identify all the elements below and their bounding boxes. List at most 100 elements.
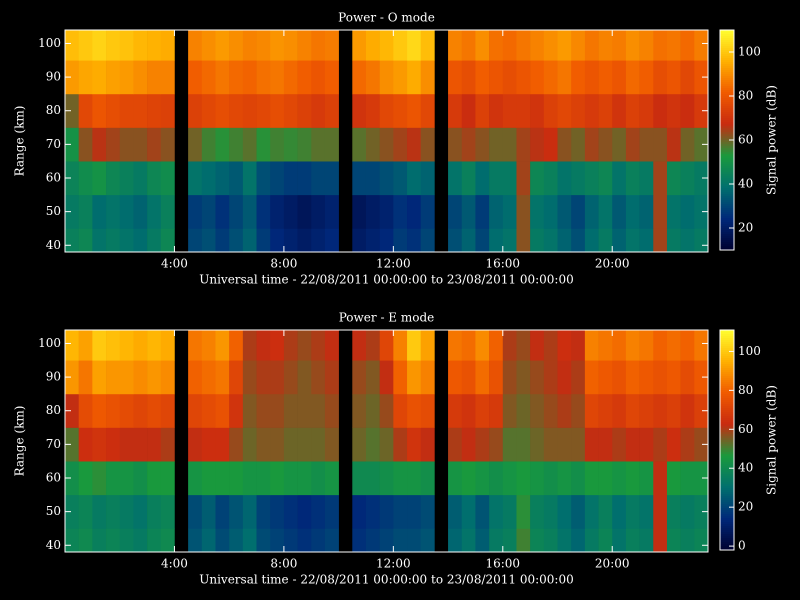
heat-cell: [106, 228, 121, 253]
heat-cell: [543, 93, 558, 128]
heat-cell: [147, 60, 162, 95]
heat-cell: [420, 393, 435, 428]
heat-cell: [311, 494, 326, 529]
heat-cell: [297, 528, 312, 553]
heat-cell: [393, 330, 408, 361]
heat-cell: [92, 427, 107, 462]
heat-cell: [201, 427, 216, 462]
heat-cell: [324, 30, 339, 61]
heat-cell: [680, 127, 695, 162]
heat-cell: [420, 427, 435, 462]
colorbar-tick-label: 100: [738, 344, 761, 358]
heat-cell: [639, 330, 654, 361]
heat-cell: [584, 494, 599, 529]
colorbar-swatch: [720, 372, 734, 375]
heat-cell: [283, 194, 298, 229]
heat-cell: [407, 330, 422, 361]
heat-cell: [229, 360, 244, 395]
colorbar-swatch: [720, 478, 734, 481]
heat-cell: [530, 528, 545, 553]
x-tick-label: 4:00: [161, 557, 188, 571]
heat-cell: [215, 461, 230, 496]
plot-frame: [64, 329, 709, 553]
heat-cell: [557, 194, 572, 229]
colorbar-swatch: [720, 168, 734, 171]
colorbar-swatch: [720, 358, 734, 361]
heat-cell: [420, 60, 435, 95]
heat-cell: [407, 30, 422, 61]
colorbar-swatch: [720, 546, 734, 549]
colorbar-tick-label: 100: [738, 45, 761, 59]
heat-cell: [324, 60, 339, 95]
colorbar-swatch: [720, 396, 734, 399]
colorbar-swatch: [720, 232, 734, 235]
heat-cell: [584, 161, 599, 196]
heat-cell: [694, 228, 709, 253]
heat-cell: [448, 93, 463, 128]
heat-cell: [352, 528, 367, 553]
heat-cell: [680, 60, 695, 95]
heat-cell: [420, 461, 435, 496]
heat-cell: [242, 494, 257, 529]
colorbar-swatch: [720, 108, 734, 111]
heat-cell: [666, 494, 681, 529]
heat-cell: [352, 228, 367, 253]
colorbar-swatch: [720, 180, 734, 183]
heat-cell: [78, 194, 93, 229]
heat-cell: [365, 494, 380, 529]
heat-cell: [571, 393, 586, 428]
heat-cell: [666, 60, 681, 95]
heat-cell: [242, 30, 257, 61]
heat-cell: [407, 427, 422, 462]
heat-cell: [502, 127, 517, 162]
heat-cell: [242, 461, 257, 496]
heat-cell: [461, 60, 476, 95]
heat-cell: [229, 161, 244, 196]
heat-cell: [393, 161, 408, 196]
heat-cell: [584, 330, 599, 361]
heat-cell: [119, 461, 134, 496]
heat-cell: [311, 360, 326, 395]
colorbar-swatch: [720, 410, 734, 413]
heat-cell: [393, 393, 408, 428]
heat-cell: [612, 427, 627, 462]
heat-cell: [256, 330, 271, 361]
colorbar-swatch: [720, 436, 734, 439]
colorbar-swatch: [720, 480, 734, 483]
heat-cell: [201, 494, 216, 529]
heat-cell: [448, 330, 463, 361]
colorbar-swatch: [720, 486, 734, 489]
y-tick-label: 90: [46, 370, 61, 384]
heat-cell: [639, 393, 654, 428]
heat-cell: [612, 127, 627, 162]
colorbar-swatch: [720, 430, 734, 433]
heat-cell: [571, 360, 586, 395]
heat-cell: [106, 360, 121, 395]
colorbar-swatch: [720, 332, 734, 335]
heat-cell: [530, 161, 545, 196]
colorbar-swatch: [720, 334, 734, 337]
colorbar-swatch: [720, 74, 734, 77]
heat-cell: [680, 427, 695, 462]
y-tick-label: 50: [46, 204, 61, 218]
heat-cell: [188, 228, 203, 253]
colorbar-swatch: [720, 196, 734, 199]
heat-cell: [407, 228, 422, 253]
heat-cell: [270, 330, 285, 361]
heat-cell: [461, 360, 476, 395]
heat-cell: [256, 528, 271, 553]
colorbar-swatch: [720, 60, 734, 63]
heat-cell: [475, 494, 490, 529]
heat-cell: [65, 127, 79, 162]
heat-cell: [502, 194, 517, 229]
heat-cell: [188, 161, 203, 196]
colorbar-swatch: [720, 420, 734, 423]
y-axis-label: Range (km): [13, 106, 27, 177]
heat-cell: [324, 360, 339, 395]
heat-cell: [133, 330, 148, 361]
colorbar-swatch: [720, 440, 734, 443]
heat-cell: [530, 330, 545, 361]
colorbar-swatch: [720, 68, 734, 71]
heat-cell: [379, 360, 394, 395]
colorbar-swatch: [720, 520, 734, 523]
